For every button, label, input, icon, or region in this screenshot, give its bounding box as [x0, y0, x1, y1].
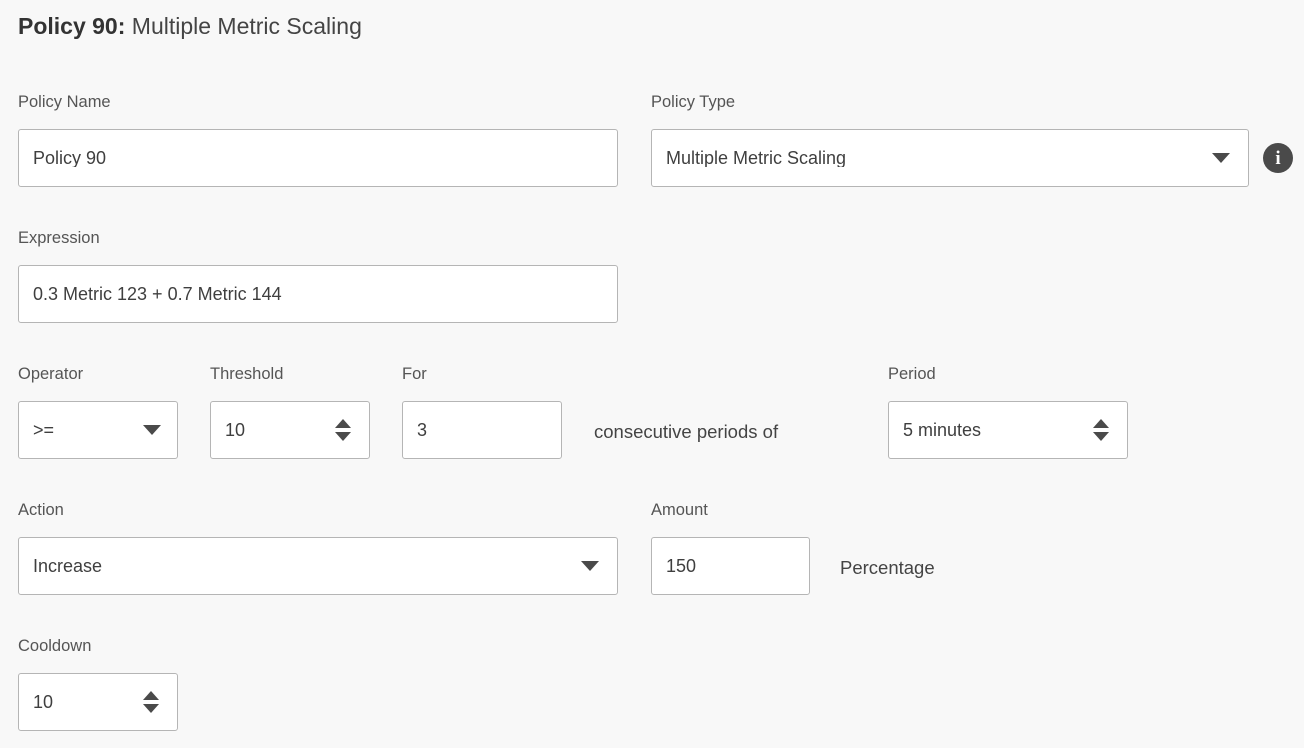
- policy-type-select[interactable]: Multiple Metric Scaling: [651, 129, 1249, 187]
- stepper-up-icon[interactable]: [335, 419, 351, 428]
- amount-value: 150: [666, 557, 697, 575]
- action-select[interactable]: Increase: [18, 537, 618, 595]
- period-stepper[interactable]: 5 minutes: [888, 401, 1128, 459]
- for-label: For: [402, 365, 427, 383]
- operator-label: Operator: [18, 365, 84, 383]
- consecutive-periods-text: consecutive periods of: [594, 421, 779, 442]
- action-value: Increase: [33, 557, 103, 575]
- stepper-up-icon[interactable]: [1093, 419, 1109, 428]
- chevron-down-icon[interactable]: [143, 425, 161, 435]
- amount-label: Amount: [651, 501, 708, 519]
- stepper-icon[interactable]: [143, 691, 159, 713]
- chevron-down-icon[interactable]: [1212, 153, 1230, 163]
- policy-name-input[interactable]: Policy 90: [18, 129, 618, 187]
- stepper-down-icon[interactable]: [335, 432, 351, 441]
- action-label: Action: [18, 501, 64, 519]
- chevron-down-icon[interactable]: [581, 561, 599, 571]
- stepper-icon[interactable]: [1093, 419, 1109, 441]
- expression-value: 0.3 Metric 123 + 0.7 Metric 144: [33, 285, 282, 303]
- stepper-up-icon[interactable]: [143, 691, 159, 700]
- threshold-label: Threshold: [210, 365, 284, 383]
- expression-label: Expression: [18, 229, 100, 247]
- cooldown-value: 10: [33, 693, 54, 711]
- policy-type-value: Multiple Metric Scaling: [666, 149, 847, 167]
- for-value: 3: [417, 421, 428, 439]
- stepper-icon[interactable]: [335, 419, 351, 441]
- amount-unit-text: Percentage: [840, 557, 935, 578]
- operator-value: >=: [33, 421, 55, 439]
- cooldown-label: Cooldown: [18, 637, 92, 655]
- amount-input[interactable]: 150: [651, 537, 810, 595]
- page-title-policy-label: Policy 90:: [18, 13, 126, 39]
- threshold-value: 10: [225, 421, 246, 439]
- policy-type-label: Policy Type: [651, 93, 736, 111]
- for-input[interactable]: 3: [402, 401, 562, 459]
- period-label: Period: [888, 365, 936, 383]
- policy-name-value: Policy 90: [33, 149, 107, 167]
- info-icon[interactable]: i: [1263, 143, 1293, 173]
- policy-name-label: Policy Name: [18, 93, 111, 111]
- threshold-stepper[interactable]: 10: [210, 401, 370, 459]
- period-value: 5 minutes: [903, 421, 982, 439]
- stepper-down-icon[interactable]: [1093, 432, 1109, 441]
- operator-select[interactable]: >=: [18, 401, 178, 459]
- page-title-policy-type: Multiple Metric Scaling: [131, 13, 362, 39]
- cooldown-stepper[interactable]: 10: [18, 673, 178, 731]
- expression-input[interactable]: 0.3 Metric 123 + 0.7 Metric 144: [18, 265, 618, 323]
- page-title: Policy 90: Multiple Metric Scaling: [18, 10, 362, 42]
- stepper-down-icon[interactable]: [143, 704, 159, 713]
